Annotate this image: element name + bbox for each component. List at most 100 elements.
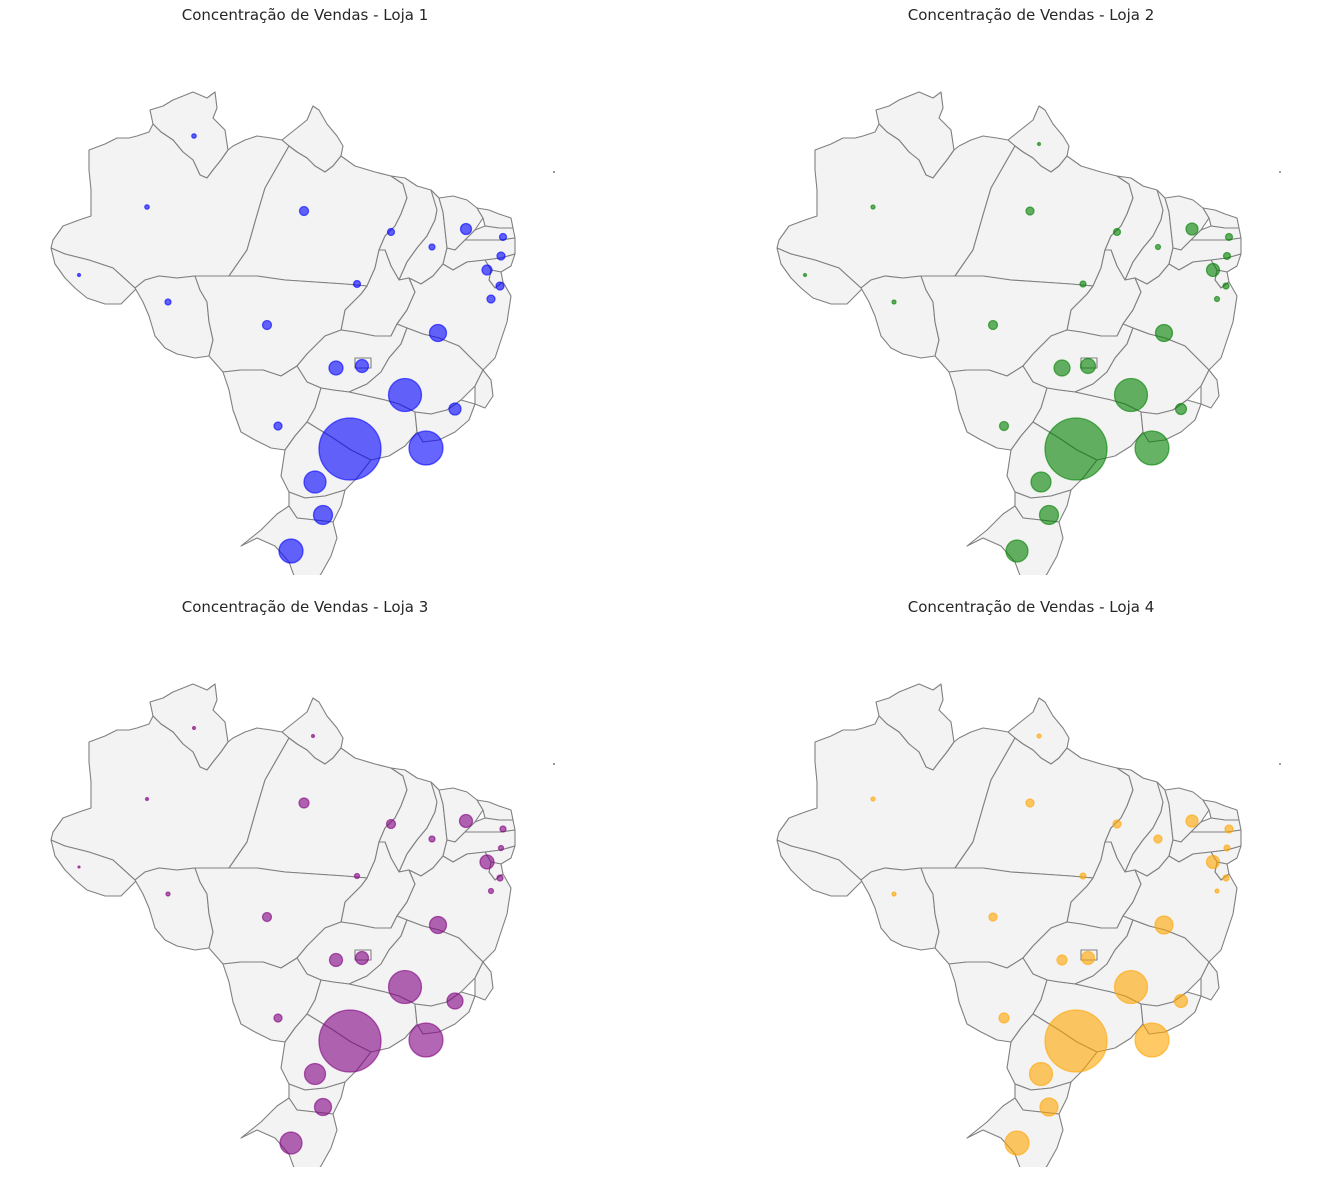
bubble-sp: [318, 417, 382, 481]
bubble-ma: [386, 227, 396, 237]
bubble-ce: [1185, 814, 1199, 828]
bubble-to: [353, 872, 361, 880]
bubble-mg: [387, 969, 423, 1005]
bubble-sc: [313, 1097, 333, 1117]
bubble-ma: [385, 818, 397, 830]
map-panel-loja-4: Concentração de Vendas - Loja 4: [771, 592, 1317, 1167]
bubble-rs: [1005, 539, 1029, 563]
bubble-pe: [1205, 262, 1221, 278]
bubble-ma: [1112, 819, 1122, 829]
bubble-pa: [1025, 206, 1035, 216]
bubble-es: [448, 402, 462, 416]
bubble-ba: [428, 915, 448, 935]
map-panel-loja-1: Concentração de Vendas - Loja 1: [45, 0, 605, 575]
map-panel-loja-3: Concentração de Vendas - Loja 3: [45, 592, 605, 1167]
bubble-es: [1173, 993, 1189, 1009]
bubble-ac: [802, 272, 808, 278]
bubble-al: [1222, 282, 1230, 290]
bubble-mt: [261, 911, 273, 923]
bubble-ce: [1185, 222, 1199, 236]
bubble-rs: [1004, 1130, 1030, 1156]
state-ac: [776, 839, 872, 897]
bubble-sc: [1038, 504, 1060, 526]
stray-marker: [1279, 171, 1281, 173]
bubble-am: [870, 796, 876, 802]
brazil-map: [50, 683, 555, 1167]
bubble-rn: [498, 232, 508, 242]
bubble-ms: [273, 421, 283, 431]
bubble-rj: [1134, 1022, 1170, 1058]
bubble-ba: [1154, 323, 1174, 343]
bubble-go: [1056, 954, 1068, 966]
bubble-rj: [1134, 430, 1170, 466]
bubble-ro: [165, 891, 171, 897]
bubble-rr: [191, 725, 197, 731]
stray-marker: [1279, 763, 1281, 765]
bubble-sp: [318, 1009, 382, 1073]
bubble-ap: [1036, 141, 1042, 147]
panel-title: Concentração de Vendas - Loja 4: [907, 598, 1155, 616]
bubble-mg: [1113, 377, 1149, 413]
bubble-rj: [408, 430, 444, 466]
bubble-pb: [496, 251, 506, 261]
bubble-mt: [261, 319, 273, 331]
bubble-se: [487, 887, 495, 895]
bubble-sp: [1044, 1009, 1108, 1073]
bubble-al: [495, 281, 505, 291]
bubble-pe: [479, 854, 495, 870]
state-am: [50, 123, 290, 289]
bubble-go: [1053, 359, 1071, 377]
bubble-rr: [191, 133, 197, 139]
bubble-mg: [1113, 969, 1149, 1005]
stray-marker: [553, 171, 555, 173]
bubble-pb: [1222, 251, 1232, 261]
bubble-ba: [1154, 915, 1174, 935]
bubble-al: [496, 874, 504, 882]
bubble-sp: [1044, 417, 1108, 481]
bubble-rn: [1224, 824, 1234, 834]
bubble-df: [354, 950, 370, 966]
state-am: [776, 123, 1016, 289]
brazil-map: [776, 683, 1281, 1167]
brazil-map: [50, 91, 555, 575]
bubble-ac: [76, 272, 82, 278]
bubble-pr: [1030, 471, 1052, 493]
bubble-df: [354, 358, 370, 374]
map-panel-loja-2: Concentração de Vendas - Loja 2: [771, 0, 1317, 575]
bubble-mt: [987, 319, 999, 331]
bubble-ms: [273, 1013, 283, 1023]
bubble-to: [352, 279, 362, 289]
bubble-es: [446, 992, 464, 1010]
state-am: [776, 715, 1016, 881]
bubble-df: [1079, 357, 1097, 375]
bubble-pr: [303, 470, 327, 494]
bubble-ro: [164, 298, 172, 306]
state-rn: [1202, 799, 1240, 821]
bubble-se: [1213, 295, 1221, 303]
state-am: [50, 715, 290, 881]
brazil-map: [776, 91, 1281, 575]
bubble-ms: [998, 420, 1010, 432]
bubble-df: [1080, 950, 1096, 966]
bubble-pi: [1153, 834, 1163, 844]
bubble-ac: [77, 865, 81, 869]
bubble-sc: [312, 504, 334, 526]
bubble-pe: [481, 264, 493, 276]
state-rn: [476, 799, 514, 821]
bubble-rn: [499, 825, 507, 833]
bubble-se: [486, 294, 496, 304]
bubble-pi: [1154, 243, 1162, 251]
bubble-pa: [1025, 798, 1035, 808]
bubble-al: [1222, 874, 1230, 882]
bubble-pa: [298, 205, 310, 217]
bubble-rs: [279, 1131, 303, 1155]
bubble-to: [1079, 280, 1087, 288]
bubble-pb: [1223, 844, 1231, 852]
bubble-pi: [428, 835, 436, 843]
state-ac: [50, 839, 146, 897]
bubble-pb: [497, 844, 505, 852]
bubble-pi: [428, 243, 436, 251]
bubble-pa: [298, 797, 310, 809]
bubble-ap: [310, 733, 316, 739]
